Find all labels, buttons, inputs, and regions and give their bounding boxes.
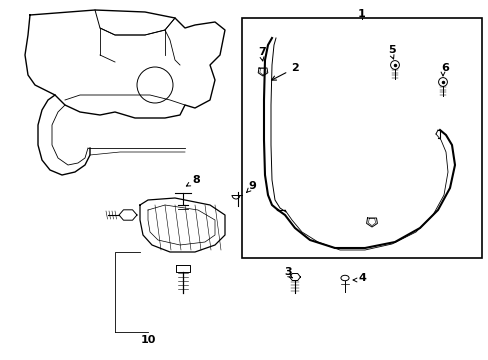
Text: 9: 9 — [247, 181, 255, 191]
Text: 10: 10 — [140, 335, 155, 345]
Text: 2: 2 — [271, 63, 298, 80]
Text: 1: 1 — [357, 9, 365, 19]
Text: 8: 8 — [192, 175, 200, 185]
Text: 4: 4 — [357, 273, 365, 283]
Text: 3: 3 — [284, 267, 291, 277]
Text: 7: 7 — [258, 47, 265, 57]
Bar — [242, 18, 481, 258]
Text: 6: 6 — [440, 63, 448, 73]
Text: 5: 5 — [387, 45, 395, 55]
